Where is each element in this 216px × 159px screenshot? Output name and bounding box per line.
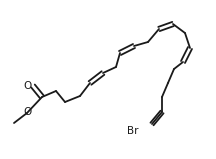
Text: Br: Br <box>127 126 138 136</box>
Text: O: O <box>24 107 32 117</box>
Text: O: O <box>24 81 32 91</box>
